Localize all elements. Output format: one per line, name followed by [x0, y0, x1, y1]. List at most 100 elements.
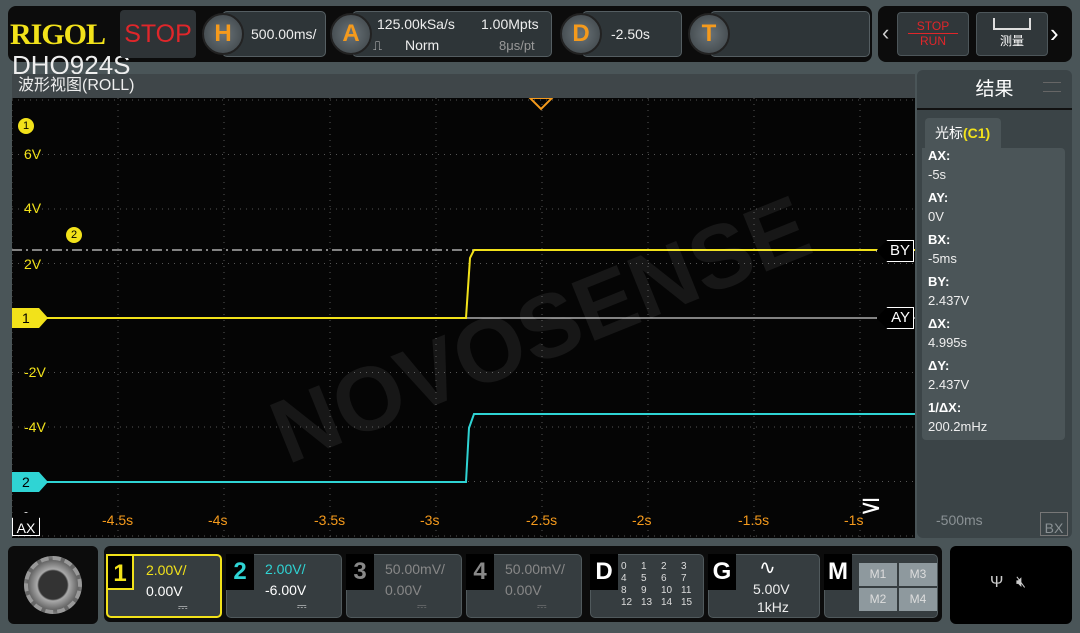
waveform-area[interactable]: NOVOSENSE — [11, 97, 967, 538]
results-title: 结果 — [917, 70, 1072, 110]
channel-1-label: 1 — [106, 554, 134, 590]
channel-scale: 50.00mV/ — [385, 561, 445, 577]
timebase: 500.00ms/ — [251, 26, 317, 42]
sample-period: 8μs/pt — [499, 38, 535, 53]
cursor-key: BX: — [928, 232, 951, 247]
cursor-ax-marker[interactable]: AX — [12, 512, 40, 536]
trigger-box[interactable] — [710, 11, 870, 57]
cursor-value: 2.437V — [928, 377, 970, 392]
measure-button[interactable]: 测量 — [976, 12, 1048, 56]
run-label: RUN — [920, 34, 946, 48]
x-tick: -1s — [844, 512, 864, 528]
digital-bit: 8 — [621, 585, 627, 596]
cursor-key: 1/ΔX: — [928, 400, 962, 415]
menu-icon[interactable] — [1043, 82, 1061, 92]
ch2-offset-marker[interactable]: 2 — [12, 472, 48, 492]
trigger-button[interactable]: T — [688, 13, 730, 55]
x-tick: -1.5s — [738, 512, 770, 528]
tab-cursor-channel: (C1) — [963, 125, 991, 141]
digital-bit: 9 — [641, 585, 647, 596]
stop-label: STOP — [908, 19, 958, 34]
run-state-button[interactable]: STOP — [120, 10, 196, 58]
dc-coupling-icon: ⎓ — [178, 600, 188, 614]
digital-bit: 7 — [681, 573, 687, 584]
digital-bit: 12 — [621, 597, 633, 608]
cursor-key: BY: — [928, 274, 950, 289]
channel-offset: 0.00V — [146, 583, 183, 599]
stop-run-button[interactable]: STOP RUN — [897, 12, 969, 56]
horizontal-button[interactable]: H — [202, 13, 244, 55]
chevron-left-icon[interactable]: ‹ — [882, 20, 890, 45]
watermark: NOVOSENSE — [258, 177, 824, 483]
gear-icon — [24, 556, 82, 614]
digital-bit: 11 — [681, 585, 692, 596]
cursor-value: 200.2mHz — [928, 419, 988, 434]
math-item[interactable]: M4 — [899, 588, 937, 611]
memory-depth: 1.00Mpts — [481, 16, 539, 32]
dc-coupling-icon: ⎓ — [297, 599, 307, 613]
digital-bit: 6 — [661, 573, 667, 584]
x-tick: -2s — [632, 512, 652, 528]
delay-value: -2.50s — [611, 26, 650, 42]
cursor-value: 0V — [928, 209, 944, 224]
mute-icon[interactable]: 🔇︎ — [1016, 574, 1027, 591]
ch1-offset-marker[interactable]: 1 — [12, 308, 48, 328]
x-tick: -3.5s — [314, 512, 346, 528]
ch1-trace — [12, 249, 915, 319]
cursor-bx-marker[interactable]: BX — [1040, 512, 1068, 536]
ch2-level-badge: 2 — [66, 227, 82, 243]
math-item[interactable]: M2 — [859, 588, 897, 611]
cursor-result-item: ΔY: 2.437V — [928, 358, 969, 392]
rigol-logo: RIGOL — [10, 18, 106, 51]
channel-scale: 50.00mV/ — [505, 561, 565, 577]
ruler-icon — [993, 18, 1031, 30]
status-area: Ψ 🔇︎ — [950, 546, 1072, 624]
pulse-icon: ⎍ — [373, 38, 383, 53]
x-tick: -4.5s — [102, 512, 134, 528]
digital-bit: 15 — [681, 597, 693, 608]
cursor-result-item: BX: -5ms — [928, 232, 957, 266]
cursor-value: -5ms — [928, 251, 957, 266]
channel-4-label: 4 — [466, 554, 494, 590]
cursor-key: ΔX: — [928, 316, 951, 331]
x-tick: -3s — [420, 512, 440, 528]
results-panel: 结果 光标(C1) AX: -5s AY: 0V BX: -5ms BY: 2.437V ΔX:… — [917, 70, 1072, 538]
channel-scale: 2.00V/ — [265, 561, 306, 577]
math-item[interactable]: M1 — [859, 563, 897, 586]
acq-mode: Norm — [405, 37, 440, 53]
y-tick: 2V — [24, 256, 42, 272]
digital-bit: 14 — [661, 597, 673, 608]
acquire-button[interactable]: A — [330, 13, 372, 55]
cursor-by-marker[interactable]: BY — [876, 240, 914, 262]
measure-label: 测量 — [999, 34, 1024, 48]
cursor-result-item: BY: 2.437V — [928, 274, 969, 308]
home-button[interactable] — [8, 546, 98, 624]
generator-label: G — [708, 554, 736, 590]
chevron-right-icon[interactable]: › — [1050, 18, 1059, 48]
y-tick: 4V — [24, 200, 42, 216]
acquire-box[interactable]: 125.00kSa/s 1.00Mpts ⎍ Norm 8μs/pt — [352, 11, 552, 57]
cursor-value: -5s — [928, 167, 947, 182]
cursor-result-item: AY: 0V — [928, 190, 948, 224]
y-tick: -4V — [24, 419, 46, 435]
tab-cursor[interactable]: 光标(C1) — [925, 118, 1001, 148]
channel-scale: 2.00V/ — [146, 562, 187, 578]
digital-label: D — [590, 554, 618, 590]
dc-coupling-icon: ⎓ — [537, 599, 547, 613]
dc-coupling-icon: ⎓ — [417, 599, 427, 613]
generator-amplitude: 5.00V — [753, 581, 790, 597]
menu-collapse-icon[interactable]: ⋝ — [860, 490, 882, 520]
delay-button[interactable]: D — [560, 13, 602, 55]
cursor-value: 2.437V — [928, 293, 970, 308]
sine-wave-icon: ∿ — [759, 557, 776, 579]
generator-frequency: 1kHz — [757, 599, 789, 615]
x-tick: -2.5s — [526, 512, 558, 528]
bx-time-label: -500ms — [936, 512, 983, 528]
cursor-value: 4.995s — [928, 335, 968, 350]
sample-rate: 125.00kSa/s — [377, 16, 455, 32]
cursor-ay-marker[interactable]: AY — [876, 307, 914, 329]
digital-bit: 5 — [641, 573, 647, 584]
cursor-result-item: AX: -5s — [928, 148, 950, 182]
cursor-key: AX: — [928, 148, 951, 163]
math-item[interactable]: M3 — [899, 563, 937, 586]
